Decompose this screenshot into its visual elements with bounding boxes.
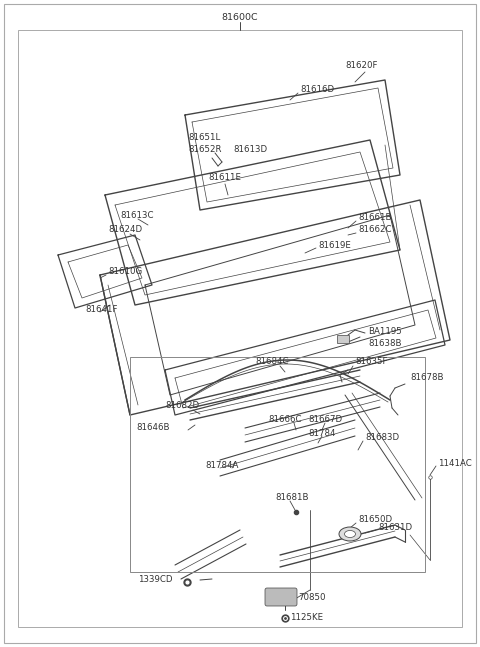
Text: 81613C: 81613C	[120, 210, 154, 219]
Text: 81641F: 81641F	[85, 305, 118, 314]
Bar	[130, 357, 425, 572]
Text: 81631D: 81631D	[378, 523, 412, 531]
Text: 81646B: 81646B	[136, 424, 169, 432]
Text: 81613D: 81613D	[233, 144, 267, 153]
Text: 70850: 70850	[298, 593, 325, 602]
Ellipse shape	[345, 531, 356, 538]
Text: 81620F: 81620F	[345, 61, 377, 69]
Text: 1339CD: 1339CD	[138, 575, 172, 584]
Text: 81661B: 81661B	[358, 214, 392, 223]
Text: 81611E: 81611E	[208, 173, 241, 182]
Text: 81610G: 81610G	[108, 267, 142, 276]
Text: 81600C: 81600C	[222, 14, 258, 23]
Text: 81616D: 81616D	[300, 85, 334, 94]
FancyBboxPatch shape	[265, 588, 297, 606]
Ellipse shape	[339, 527, 361, 541]
Polygon shape	[58, 235, 152, 308]
Polygon shape	[185, 80, 400, 210]
Text: BA1195: BA1195	[368, 327, 402, 336]
Text: 81651L: 81651L	[188, 133, 220, 142]
Text: 81638B: 81638B	[368, 338, 401, 347]
Bar	[337, 335, 349, 343]
Text: 81682D: 81682D	[165, 402, 199, 410]
Polygon shape	[100, 200, 450, 415]
Text: 81667D: 81667D	[308, 415, 342, 424]
Text: 81681B: 81681B	[275, 494, 309, 503]
Text: 81652R: 81652R	[188, 144, 221, 153]
Text: 1125KE: 1125KE	[290, 613, 323, 622]
Text: 81662C: 81662C	[358, 226, 392, 234]
Text: 81678B: 81678B	[410, 373, 444, 382]
Text: 81666C: 81666C	[268, 415, 301, 424]
Text: 81683D: 81683D	[365, 433, 399, 443]
Polygon shape	[105, 140, 400, 305]
Text: 81635F: 81635F	[355, 358, 387, 366]
Text: 81684C: 81684C	[255, 358, 288, 366]
Polygon shape	[165, 300, 445, 415]
Text: 1141AC: 1141AC	[438, 459, 472, 468]
Text: 81784: 81784	[308, 428, 336, 437]
Text: 81784A: 81784A	[205, 461, 239, 470]
Text: 81650D: 81650D	[358, 516, 392, 525]
Text: 81624D: 81624D	[108, 226, 142, 234]
Text: 81619E: 81619E	[318, 241, 351, 250]
